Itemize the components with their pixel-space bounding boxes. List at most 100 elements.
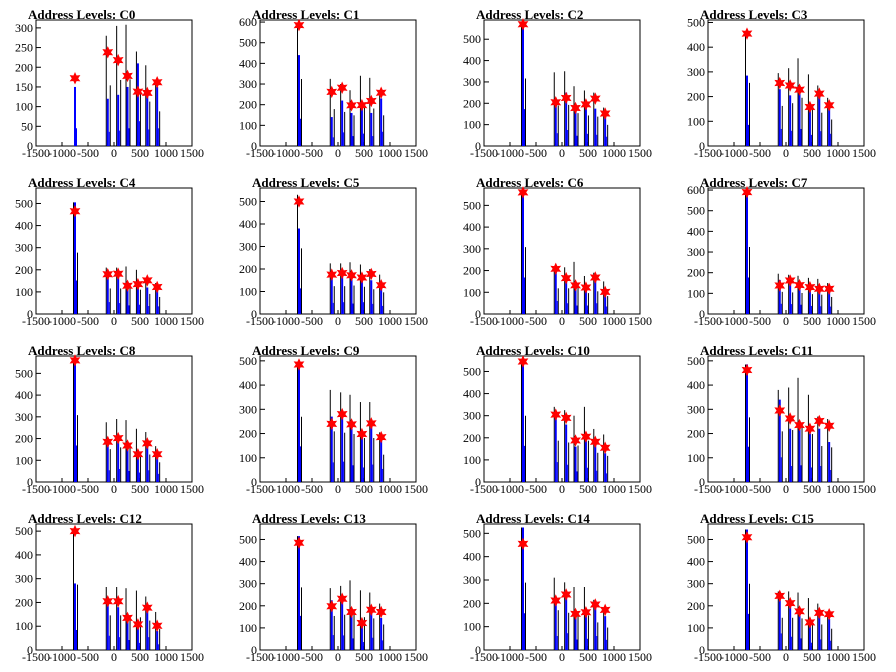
y-tick-label: 0 [699, 307, 705, 321]
peak-marker [774, 404, 786, 417]
chart-svg: 0 50 100 150 200 250 300 -1500-1000 -500 0 500 1000… [15, 19, 204, 160]
x-tick-label: 1500 [852, 314, 876, 328]
x-tick-label: 500 [579, 314, 597, 328]
x-tick-label: 1500 [404, 146, 428, 160]
x-tick-label: -1000 [496, 146, 524, 160]
y-tick-label: 200 [687, 427, 705, 441]
peak-marker [550, 262, 562, 276]
peak-marker [326, 600, 338, 613]
peak-marker [132, 85, 144, 98]
peak-marker [112, 267, 124, 280]
peak-marker [102, 435, 114, 449]
y-tick-label: 0 [251, 307, 257, 321]
chart-title: Address Levels: C1 [252, 7, 360, 22]
x-tick-label: -1000 [720, 482, 748, 496]
x-tick-label: 1000 [378, 650, 402, 664]
chart-title: Address Levels: C15 [700, 511, 814, 526]
peak-marker [804, 100, 816, 114]
chart-title: Address Levels: C10 [476, 343, 590, 358]
x-tick-label: 0 [335, 650, 341, 664]
y-tick-label: 0 [699, 643, 705, 657]
y-tick-label: 0 [27, 643, 33, 657]
plot-frame [35, 187, 193, 315]
y-tick-label: 250 [15, 41, 33, 55]
x-tick-label: 1000 [154, 650, 178, 664]
plot-frame [259, 19, 417, 147]
y-tick-label: 200 [15, 432, 33, 446]
y-tick-label: 300 [463, 409, 481, 423]
x-tick-label: 500 [803, 314, 821, 328]
peak-marker [293, 358, 305, 371]
y-tick-label: 300 [239, 240, 257, 254]
y-tick-label: 500 [239, 532, 257, 546]
x-tick-label: 1500 [852, 146, 876, 160]
y-tick-label: 600 [687, 183, 705, 197]
x-tick-label: 0 [335, 314, 341, 328]
x-tick-label: -500 [301, 650, 323, 664]
chart-panel: Address Levels: C15 0 100 200 300 400 500 -1500… [672, 504, 896, 672]
chart-title: Address Levels: C5 [252, 175, 360, 190]
peak-marker [570, 101, 581, 115]
peak-marker [794, 83, 805, 96]
x-tick-label: 1500 [628, 314, 652, 328]
chart-svg: 0 100 200 300 400 500 -1500-1000 -500 0 500 1000 15… [239, 523, 428, 664]
chart-panel: Address Levels: C8 0 100 200 300 400 500 -1500-… [0, 336, 224, 504]
chart-title: Address Levels: C14 [476, 511, 590, 526]
y-tick-label: 0 [699, 139, 705, 153]
y-tick-label: 0 [251, 475, 257, 489]
peak-marker [599, 285, 611, 299]
peak-marker [823, 419, 835, 433]
chart-svg: 0 100 200 300 400 500 -1500-1000 -500 0 500 1000 15… [687, 523, 876, 664]
y-tick-label: 300 [463, 573, 481, 587]
chart-title: Address Levels: C2 [476, 7, 584, 22]
x-tick-label: -1000 [48, 314, 76, 328]
y-tick-label: 400 [463, 550, 481, 564]
x-tick-label: -1500 [246, 146, 274, 160]
x-tick-label: 1000 [826, 314, 850, 328]
chart-title: Address Levels: C9 [252, 343, 360, 358]
x-tick-label: 1500 [852, 482, 876, 496]
peak-marker [151, 75, 163, 89]
y-tick-label: 200 [463, 431, 481, 445]
plot-frame [35, 355, 193, 483]
y-tick-label: 400 [239, 555, 257, 569]
y-tick-label: 100 [15, 619, 33, 633]
peak-marker [804, 280, 816, 294]
peak-marker [112, 53, 124, 67]
peak-marker [122, 439, 133, 452]
y-tick-label: 100 [239, 118, 257, 132]
peak-marker [141, 601, 153, 614]
x-tick-label: 1000 [602, 146, 626, 160]
y-tick-label: 200 [687, 90, 705, 104]
y-tick-label: 200 [463, 96, 481, 110]
x-tick-label: -1500 [694, 314, 722, 328]
x-tick-label: -500 [749, 482, 771, 496]
peak-marker [550, 95, 562, 109]
y-tick-label: 200 [239, 427, 257, 441]
x-tick-label: 0 [111, 482, 117, 496]
x-tick-label: -1000 [496, 650, 524, 664]
peak-marker [580, 281, 592, 294]
y-tick-label: 600 [239, 15, 257, 29]
plot-frame [483, 523, 641, 651]
x-tick-label: -500 [749, 146, 771, 160]
x-tick-label: -500 [301, 146, 323, 160]
x-tick-label: 1000 [378, 146, 402, 160]
y-tick-label: 100 [15, 453, 33, 467]
x-tick-label: 0 [783, 314, 789, 328]
x-tick-label: -1000 [48, 650, 76, 664]
x-tick-label: 0 [559, 146, 565, 160]
chart-svg: 0 100 200 300 400 500 600 -1500-1000 -500 0 500 100… [687, 183, 876, 328]
y-tick-label: 300 [687, 245, 705, 259]
plot-frame [35, 523, 193, 651]
chart-title: Address Levels: C4 [28, 175, 136, 190]
x-tick-label: 1000 [602, 650, 626, 664]
x-tick-label: -500 [525, 146, 547, 160]
chart-title: Address Levels: C7 [700, 175, 808, 190]
y-tick-label: 400 [687, 40, 705, 54]
y-tick-label: 500 [239, 36, 257, 50]
x-tick-label: -500 [525, 314, 547, 328]
y-tick-label: 100 [687, 621, 705, 635]
y-tick-label: 300 [15, 241, 33, 255]
y-tick-label: 500 [463, 526, 481, 540]
